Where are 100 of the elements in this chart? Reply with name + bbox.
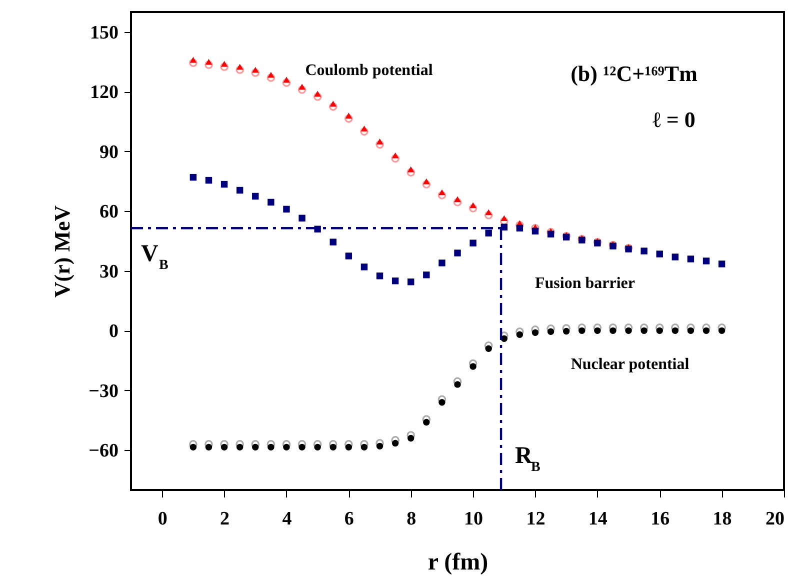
y-tick-label: −30 [88,380,118,402]
point [268,444,274,451]
y-tick-label: −60 [88,440,118,462]
point [345,252,352,260]
point [423,418,430,426]
point [423,272,430,278]
x-tick-label: 14 [588,508,608,530]
x-tick-label: 8 [406,508,416,530]
point [251,68,260,77]
point [314,226,321,232]
point [454,250,461,256]
point [453,198,462,206]
point [454,381,461,388]
point [532,228,539,234]
point [330,100,336,107]
annotation: Nuclear potential [570,356,690,373]
point [236,64,244,70]
y-tick-label: 120 [90,82,118,104]
point [470,240,476,246]
point [438,191,446,200]
point [189,58,198,67]
point [345,444,352,451]
point [718,327,726,334]
point [220,60,228,67]
x-tick-label: 10 [464,508,484,530]
point [422,180,431,188]
point [330,444,336,451]
point [718,260,726,268]
y-tick-label: 0 [109,321,118,342]
point [594,327,601,334]
point [314,444,321,451]
point [236,186,244,194]
point [252,66,259,73]
point [500,224,508,230]
point [625,327,632,334]
point [468,204,478,212]
text: (b) ¹²C+¹⁶⁹Tm [570,61,698,86]
point [485,345,492,352]
x-axis-title: r (fm) [428,550,488,576]
point [283,444,290,451]
point [345,112,352,118]
y-axis-title: V(r) MeV [50,205,75,298]
point [268,72,274,78]
point [656,327,663,334]
x-tick-label: 18 [712,508,732,530]
point [376,272,384,280]
y-tick-label: 150 [90,22,118,44]
point [205,444,212,451]
point [687,256,694,262]
point [283,206,290,213]
point [640,248,648,254]
point [252,192,259,200]
point [640,327,648,334]
point [252,444,259,451]
point [205,176,212,184]
point [485,230,492,236]
point [485,209,492,216]
point [532,329,539,336]
point [360,444,368,451]
point [438,189,446,196]
point [330,238,336,246]
point [376,442,384,450]
point [314,90,321,97]
point [190,444,197,451]
point [392,152,399,158]
point [562,328,570,335]
point [298,84,306,90]
y-tick-label: 30 [100,261,118,282]
point [376,138,384,144]
point [516,331,524,338]
point [328,102,338,111]
point [516,224,524,232]
point [360,127,368,136]
point [220,62,228,71]
x-tick-label: 0 [158,508,168,530]
point [236,444,244,451]
y-tick-label: 90 [100,142,118,163]
point [687,327,694,334]
annotation: Coulomb potential [305,62,434,79]
point [360,264,368,270]
point [672,327,679,334]
point [360,126,368,132]
text: ℓ = 0 [652,107,696,132]
point [484,211,493,220]
point [204,60,213,69]
point [547,230,554,238]
point [205,58,212,65]
x-tick-label: 12 [526,508,546,530]
point [283,76,290,83]
point [298,86,306,94]
x-tick-label: 20 [766,508,784,530]
point [470,363,476,370]
point [268,198,274,206]
point [454,196,461,202]
point [438,260,446,266]
point [406,168,416,176]
x-tick-label: 4 [282,508,292,530]
point [408,434,414,442]
point [500,215,508,222]
point [391,154,400,163]
